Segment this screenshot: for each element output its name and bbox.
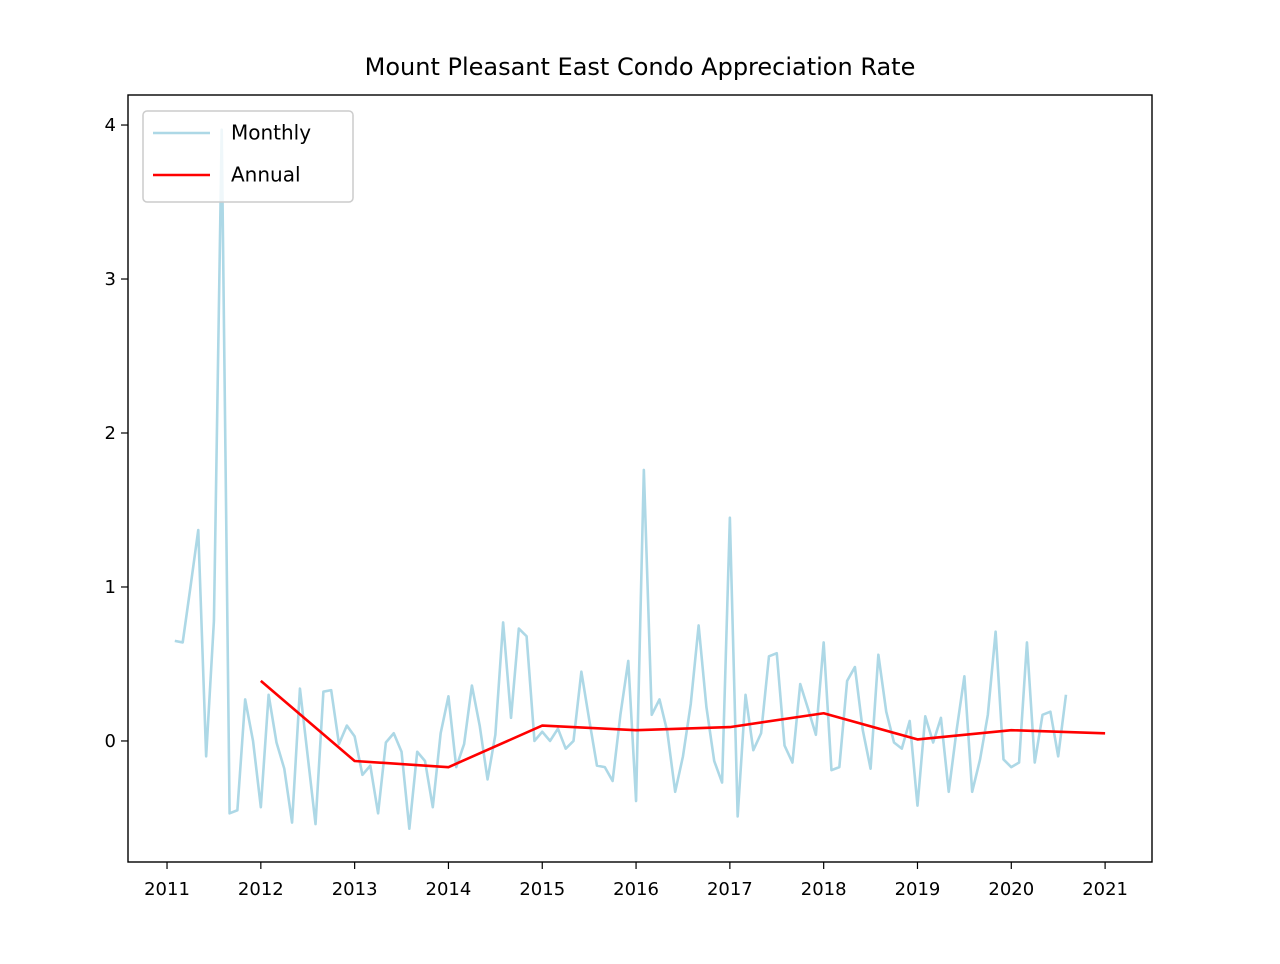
legend-label: Monthly xyxy=(231,121,311,145)
data-line xyxy=(259,679,1106,769)
x-tick-label: 2011 xyxy=(144,879,190,900)
x-tick-label: 2013 xyxy=(332,879,378,900)
x-tick-label: 2018 xyxy=(801,879,847,900)
y-tick-label: 4 xyxy=(105,115,116,136)
data-line xyxy=(174,128,1068,831)
x-tick-label: 2014 xyxy=(426,879,472,900)
x-tick-label: 2021 xyxy=(1082,879,1128,900)
chart-title: Mount Pleasant East Condo Appreciation R… xyxy=(365,53,916,81)
y-tick-label: 0 xyxy=(105,731,116,752)
x-tick-label: 2017 xyxy=(707,879,753,900)
y-tick-label: 2 xyxy=(105,423,116,444)
x-tick-label: 2015 xyxy=(519,879,565,900)
legend-label: Annual xyxy=(231,163,301,187)
plot-frame xyxy=(127,94,1153,863)
x-tick-label: 2020 xyxy=(988,879,1034,900)
y-tick-label: 3 xyxy=(105,269,116,290)
y-tick-label: 1 xyxy=(105,577,116,598)
x-tick-label: 2012 xyxy=(238,879,284,900)
x-tick-label: 2016 xyxy=(613,879,659,900)
x-tick-label: 2019 xyxy=(895,879,941,900)
